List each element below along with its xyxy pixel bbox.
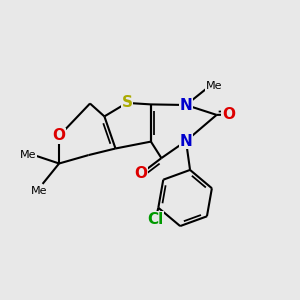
Text: O: O bbox=[222, 107, 235, 122]
Text: Me: Me bbox=[206, 81, 222, 92]
Text: Me: Me bbox=[32, 186, 48, 197]
Text: Cl: Cl bbox=[147, 212, 164, 227]
Text: O: O bbox=[134, 167, 147, 182]
Text: S: S bbox=[122, 95, 132, 110]
Text: N: N bbox=[180, 134, 192, 148]
Text: Me: Me bbox=[20, 149, 37, 160]
Text: N: N bbox=[180, 98, 192, 112]
Text: O: O bbox=[52, 128, 66, 143]
